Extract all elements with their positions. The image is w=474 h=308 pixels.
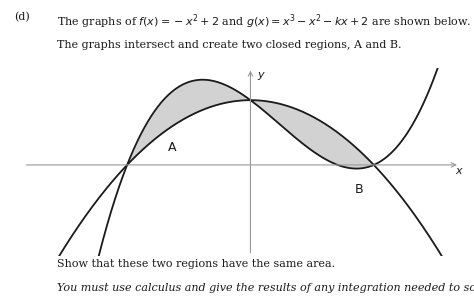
Text: B: B <box>355 183 364 196</box>
Text: (d): (d) <box>14 12 30 22</box>
Text: The graphs of $f(x) = -x^2 + 2$ and $g(x) = x^3 - x^2 - kx + 2$ are shown below.: The graphs of $f(x) = -x^2 + 2$ and $g(x… <box>57 12 471 31</box>
Text: You must use calculus and give the results of any integration needed to solve th: You must use calculus and give the resul… <box>57 283 474 293</box>
Text: $y$: $y$ <box>257 70 266 82</box>
Text: Show that these two regions have the same area.: Show that these two regions have the sam… <box>57 259 335 269</box>
Text: The graphs intersect and create two closed regions, A and B.: The graphs intersect and create two clos… <box>57 40 401 50</box>
Text: $x$: $x$ <box>456 166 465 176</box>
Text: A: A <box>168 141 176 154</box>
